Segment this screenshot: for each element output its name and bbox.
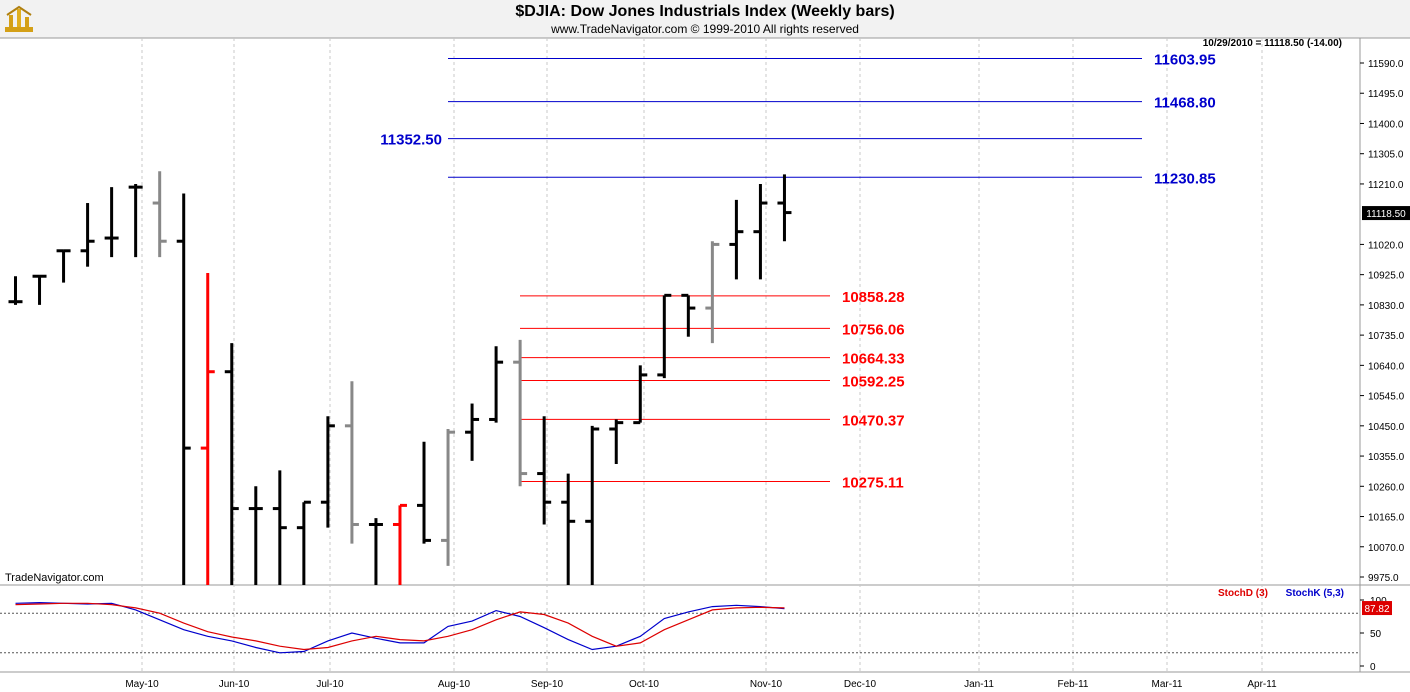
- fib-red-label: 10756.06: [842, 321, 905, 338]
- weekly-bar: [8, 276, 23, 305]
- fib-lines: 10858.28 10756.06 10664.33 10592.25 10470.37…: [380, 52, 1216, 492]
- price-tick-label: 10260.0: [1368, 482, 1405, 493]
- weekly-bar: [705, 241, 720, 344]
- weekly-bar: [200, 273, 215, 585]
- price-tick-label: 11495.0: [1368, 89, 1404, 100]
- month-label: Dec-10: [844, 679, 877, 690]
- weekly-bar: [513, 339, 528, 487]
- weekly-bar: [609, 419, 624, 465]
- weekly-bar: [489, 346, 504, 423]
- month-label: Aug-10: [438, 679, 471, 690]
- weekly-bar: [128, 183, 143, 258]
- weekly-bar: [753, 183, 768, 280]
- chart-title: $DJIA: Dow Jones Industrials Index (Week…: [515, 3, 895, 20]
- chart-header: $DJIA: Dow Jones Industrials Index (Week…: [0, 0, 1410, 38]
- legend-stochd: StochD (3): [1218, 588, 1268, 599]
- chart-subtitle: www.TradeNavigator.com © 1999-2010 All r…: [551, 22, 859, 36]
- weekly-bar: [344, 381, 359, 544]
- price-tick-label: 11210.0: [1368, 180, 1404, 191]
- stoch-series-line: [15, 602, 785, 651]
- price-tick-label: 11020.0: [1368, 240, 1404, 251]
- weekly-bar: [441, 429, 456, 566]
- month-label: Jun-10: [219, 679, 250, 690]
- weekly-bar: [561, 473, 576, 585]
- fib-red-label: 10858.28: [842, 289, 905, 306]
- weekly-bar: [392, 503, 407, 585]
- month-label: Jul-10: [316, 679, 344, 690]
- price-tick-label: 11590.0: [1368, 59, 1404, 70]
- chart-grid: [0, 37, 1410, 673]
- weekly-bar: [417, 441, 432, 544]
- month-label: Oct-10: [629, 679, 659, 690]
- weekly-bar: [32, 274, 47, 305]
- price-tick-label: 10925.0: [1368, 271, 1405, 282]
- price-tick-label: 10355.0: [1368, 452, 1405, 463]
- stoch-series-line: [15, 601, 785, 654]
- month-label: Jan-11: [964, 679, 994, 690]
- price-axis: 11590.0 11495.0 11400.0 11305.0 11210.0 11118…: [1360, 59, 1410, 584]
- weekly-bar: [777, 174, 792, 242]
- fib-red-label: 10592.25: [842, 374, 905, 391]
- weekly-bar: [320, 416, 335, 528]
- weekly-bar: [80, 203, 95, 267]
- price-tick-label: 10450.0: [1368, 422, 1405, 433]
- stoch-tick-label: 0: [1370, 662, 1376, 673]
- month-label: Feb-11: [1058, 679, 1089, 690]
- price-tick-label: 9975.0: [1368, 573, 1399, 584]
- weekly-bar: [633, 365, 648, 425]
- last-price-label: 11118.50: [1366, 209, 1406, 220]
- legend-stochk: StochK (5,3): [1286, 588, 1344, 599]
- weekly-bar: [56, 249, 71, 283]
- stoch-last-box: [1362, 601, 1392, 616]
- status-readout: 10/29/2010 = 11118.50 (-14.00): [1203, 38, 1342, 49]
- weekly-bar: [465, 403, 480, 461]
- fib-blue-label: 11468.80: [1154, 95, 1216, 112]
- weekly-bar: [537, 416, 552, 525]
- weekly-bar: [585, 425, 600, 585]
- month-label: Mar-11: [1152, 679, 1183, 690]
- weekly-bar: [296, 500, 311, 585]
- weekly-bars: [8, 171, 792, 585]
- price-tick-label: 10640.0: [1368, 361, 1405, 372]
- weekly-bar: [681, 293, 696, 337]
- fib-red-label: 10275.11: [842, 474, 904, 491]
- stoch-last-label: 87.82: [1364, 604, 1389, 615]
- month-label: May-10: [125, 679, 159, 690]
- fib-red-label: 10664.33: [842, 351, 905, 368]
- price-tick-label: 11305.0: [1368, 150, 1404, 161]
- weekly-bar: [152, 171, 167, 258]
- weekly-bar: [368, 518, 383, 585]
- last-price-box: [1362, 206, 1410, 221]
- weekly-bar: [272, 470, 287, 585]
- weekly-bar: [224, 343, 239, 585]
- watermark-text: TradeNavigator.com: [5, 572, 104, 584]
- fib-red-label: 10470.37: [842, 412, 905, 429]
- month-axis: May-10 Jun-10 Jul-10 Aug-10 Sep-10 Oct-10 Nov-…: [125, 679, 1277, 690]
- weekly-bar: [248, 486, 263, 585]
- month-label: Apr-11: [1247, 679, 1277, 690]
- stoch-tick-label: 50: [1370, 629, 1382, 640]
- trade-navigator-logo-icon: [5, 5, 33, 32]
- fib-blue-label: 11352.50: [380, 132, 442, 149]
- price-tick-label: 11400.0: [1368, 119, 1404, 130]
- month-label: Sep-10: [531, 679, 564, 690]
- price-tick-label: 10735.0: [1368, 331, 1405, 342]
- weekly-bar: [176, 193, 191, 585]
- price-tick-label: 10545.0: [1368, 392, 1405, 403]
- weekly-bar: [104, 187, 119, 258]
- weekly-bar: [657, 293, 672, 379]
- price-tick-label: 10830.0: [1368, 301, 1405, 312]
- month-label: Nov-10: [750, 679, 783, 690]
- price-tick-label: 10070.0: [1368, 543, 1405, 554]
- fib-blue-label: 11603.95: [1154, 52, 1216, 69]
- weekly-bar: [729, 199, 744, 280]
- fib-blue-label: 11230.85: [1154, 170, 1216, 187]
- price-tick-label: 10165.0: [1368, 513, 1405, 524]
